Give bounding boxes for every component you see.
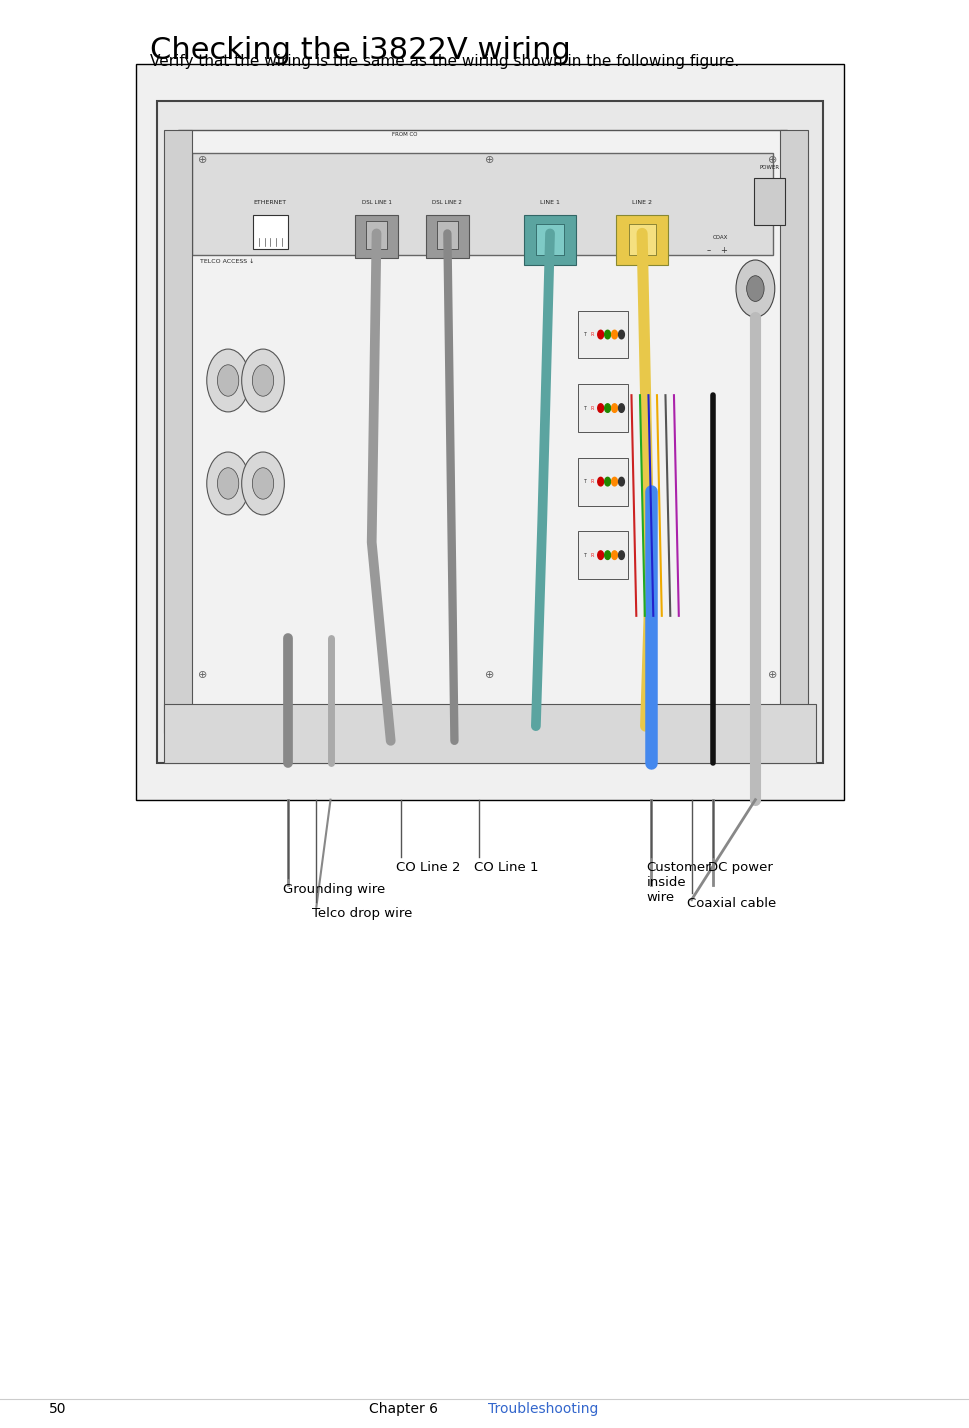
Bar bbox=[436, 221, 457, 250]
Circle shape bbox=[252, 468, 273, 500]
Circle shape bbox=[597, 551, 603, 560]
Text: Troubleshooting: Troubleshooting bbox=[487, 1402, 598, 1417]
Circle shape bbox=[611, 404, 617, 413]
Bar bbox=[253, 216, 288, 250]
Text: Verify that the wiring is the same as the wiring shown in the following figure.: Verify that the wiring is the same as th… bbox=[150, 54, 738, 70]
Circle shape bbox=[217, 468, 238, 500]
Circle shape bbox=[611, 551, 617, 560]
Text: ⊕: ⊕ bbox=[199, 670, 207, 680]
Bar bbox=[578, 311, 627, 358]
Circle shape bbox=[618, 330, 624, 338]
Circle shape bbox=[611, 477, 617, 486]
Text: ⊕: ⊕ bbox=[484, 154, 494, 164]
Bar bbox=[578, 384, 627, 431]
Text: R: R bbox=[590, 480, 593, 484]
Text: –: – bbox=[705, 246, 709, 256]
Bar bbox=[779, 130, 807, 734]
Circle shape bbox=[604, 404, 610, 413]
Bar bbox=[425, 216, 468, 258]
Text: ⊕: ⊕ bbox=[767, 670, 777, 680]
Text: Chapter 6: Chapter 6 bbox=[368, 1402, 446, 1417]
Circle shape bbox=[611, 330, 617, 338]
Text: CO Line 1: CO Line 1 bbox=[474, 861, 539, 874]
Circle shape bbox=[618, 477, 624, 486]
Text: Grounding wire: Grounding wire bbox=[283, 883, 385, 895]
Text: T: T bbox=[582, 553, 585, 558]
Circle shape bbox=[597, 404, 603, 413]
Circle shape bbox=[735, 260, 774, 317]
Text: T: T bbox=[582, 333, 585, 337]
Bar bbox=[628, 224, 655, 256]
Bar bbox=[365, 221, 387, 250]
Text: CO Line 2: CO Line 2 bbox=[396, 861, 460, 874]
Bar bbox=[178, 130, 787, 734]
Bar bbox=[157, 101, 822, 763]
Text: DSL LINE 2: DSL LINE 2 bbox=[432, 200, 462, 206]
Bar bbox=[753, 178, 784, 226]
Circle shape bbox=[618, 551, 624, 560]
Circle shape bbox=[206, 348, 249, 411]
Bar bbox=[523, 216, 576, 266]
Bar bbox=[164, 704, 815, 763]
Circle shape bbox=[604, 551, 610, 560]
Bar bbox=[615, 216, 668, 266]
Circle shape bbox=[746, 276, 764, 301]
Circle shape bbox=[241, 348, 284, 411]
Text: T: T bbox=[582, 480, 585, 484]
Text: Telco drop wire: Telco drop wire bbox=[311, 907, 412, 920]
Text: R: R bbox=[590, 406, 593, 411]
Text: R: R bbox=[590, 333, 593, 337]
Text: ⊕: ⊕ bbox=[767, 154, 777, 164]
Bar bbox=[164, 130, 192, 734]
Text: COAX: COAX bbox=[711, 236, 727, 240]
Text: LINE 2: LINE 2 bbox=[632, 200, 651, 206]
Circle shape bbox=[604, 477, 610, 486]
Bar bbox=[578, 458, 627, 506]
Text: ETHERNET: ETHERNET bbox=[254, 200, 287, 206]
Circle shape bbox=[206, 453, 249, 516]
Text: FROM CO: FROM CO bbox=[391, 133, 418, 137]
Text: Coaxial cable: Coaxial cable bbox=[686, 897, 775, 910]
Circle shape bbox=[604, 330, 610, 338]
Text: R: R bbox=[590, 553, 593, 558]
Text: ⊕: ⊕ bbox=[484, 670, 494, 680]
Circle shape bbox=[597, 477, 603, 486]
Bar bbox=[536, 224, 563, 256]
Bar bbox=[136, 64, 843, 800]
Circle shape bbox=[618, 404, 624, 413]
Circle shape bbox=[217, 364, 238, 396]
Text: 50: 50 bbox=[48, 1402, 66, 1417]
Text: DC power: DC power bbox=[707, 861, 772, 874]
Bar bbox=[192, 153, 772, 256]
Circle shape bbox=[252, 364, 273, 396]
Text: POWER: POWER bbox=[759, 164, 779, 170]
Circle shape bbox=[241, 453, 284, 516]
Bar bbox=[578, 531, 627, 580]
Text: Checking the i3822V wiring: Checking the i3822V wiring bbox=[150, 36, 571, 64]
Bar bbox=[355, 216, 397, 258]
Text: Customer
inside
wire: Customer inside wire bbox=[645, 861, 710, 904]
Text: +: + bbox=[720, 246, 727, 256]
Text: T: T bbox=[582, 406, 585, 411]
Text: ⊕: ⊕ bbox=[199, 154, 207, 164]
Text: DSL LINE 1: DSL LINE 1 bbox=[361, 200, 391, 206]
Circle shape bbox=[597, 330, 603, 338]
Text: LINE 1: LINE 1 bbox=[540, 200, 559, 206]
Text: TELCO ACCESS ↓: TELCO ACCESS ↓ bbox=[200, 258, 254, 264]
